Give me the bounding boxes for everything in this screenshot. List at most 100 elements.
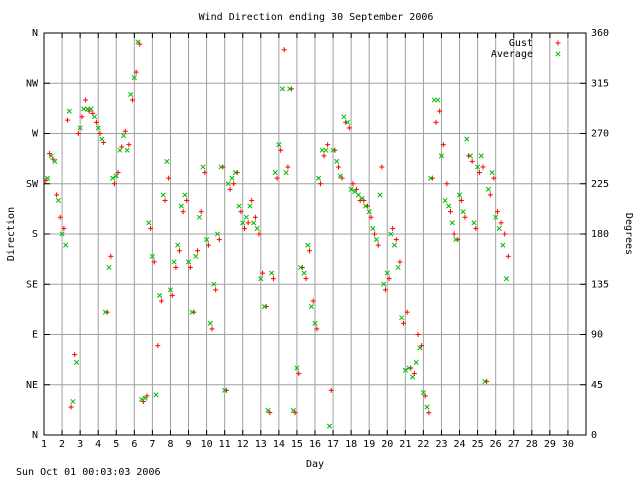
average-point xyxy=(456,192,463,198)
average-point xyxy=(290,407,296,413)
x-tick-label: 8 xyxy=(167,439,173,450)
x-tick-label: 28 xyxy=(526,439,538,450)
x-tick-label: 6 xyxy=(131,439,137,450)
x-tick-label: 18 xyxy=(345,439,357,450)
legend-label-gust: Gust xyxy=(509,38,533,49)
x-tick-label: 30 xyxy=(562,439,574,450)
average-point xyxy=(225,181,231,187)
average-point xyxy=(435,97,441,103)
average-point xyxy=(355,192,361,198)
average-point xyxy=(344,119,351,125)
average-point xyxy=(449,220,455,226)
average-point xyxy=(279,86,286,92)
x-tick-label: 4 xyxy=(95,439,101,450)
average-point xyxy=(417,345,423,351)
average-point xyxy=(323,147,329,153)
average-point xyxy=(464,136,470,142)
x-tick-label: 21 xyxy=(399,439,411,450)
average-point xyxy=(146,220,152,226)
average-point xyxy=(106,264,112,271)
average-point xyxy=(102,309,108,315)
average-point xyxy=(446,203,452,209)
average-point xyxy=(341,114,347,120)
ticks xyxy=(43,32,586,436)
average-point xyxy=(399,315,405,321)
average-point xyxy=(555,51,561,57)
right-tick-label: 225 xyxy=(591,179,609,190)
x-axis-label: Day xyxy=(306,459,324,470)
average-point xyxy=(373,237,379,243)
right-tick-label: 270 xyxy=(591,129,609,140)
average-point xyxy=(428,175,434,181)
average-point xyxy=(370,225,376,231)
right-tick-label: 360 xyxy=(591,28,609,39)
x-tick-label: 24 xyxy=(454,439,466,450)
average-point xyxy=(251,220,257,226)
average-point xyxy=(272,170,278,176)
average-point xyxy=(95,125,101,131)
average-point xyxy=(77,125,83,131)
average-point xyxy=(503,276,510,282)
average-point xyxy=(478,153,484,159)
average-point xyxy=(70,398,76,405)
average-point xyxy=(312,320,318,326)
average-point xyxy=(73,359,80,365)
average-point xyxy=(193,253,199,259)
average-point xyxy=(240,220,246,226)
left-tick-label: NW xyxy=(26,78,39,89)
average-point xyxy=(131,75,137,81)
average-point xyxy=(283,170,289,176)
average-point xyxy=(326,423,333,429)
average-series xyxy=(45,39,510,429)
average-point xyxy=(214,231,220,237)
average-point xyxy=(153,392,159,398)
average-point xyxy=(485,186,491,192)
x-tick-label: 15 xyxy=(291,439,303,450)
average-point xyxy=(236,203,242,209)
y-axis-label-right: Degrees xyxy=(623,213,634,255)
average-point xyxy=(381,281,387,287)
average-point xyxy=(48,153,54,159)
average-point xyxy=(164,158,170,164)
average-point xyxy=(247,203,253,209)
right-axis-labels: 0 45 90 135 180 225 270 315 360 xyxy=(591,28,609,441)
average-point xyxy=(413,359,419,365)
average-point xyxy=(157,292,163,298)
left-axis-labels: N NE E SE S SW W NW N xyxy=(26,28,39,441)
average-point xyxy=(207,320,213,326)
left-tick-label: W xyxy=(32,129,39,140)
average-point xyxy=(297,264,304,271)
right-tick-label: 315 xyxy=(591,78,609,89)
average-point xyxy=(196,214,202,220)
average-point xyxy=(222,387,228,393)
average-point xyxy=(442,197,448,204)
average-point xyxy=(348,186,354,192)
right-tick-label: 180 xyxy=(591,229,609,240)
average-point xyxy=(453,237,459,243)
x-tick-label: 23 xyxy=(435,439,447,450)
x-tick-label: 13 xyxy=(255,439,267,450)
average-point xyxy=(467,153,473,159)
average-point xyxy=(99,136,105,142)
left-tick-label: N xyxy=(32,430,38,441)
average-point xyxy=(269,270,275,276)
average-point xyxy=(424,404,430,410)
average-point xyxy=(366,209,372,215)
average-point xyxy=(66,108,72,114)
average-point xyxy=(167,287,174,293)
right-tick-label: 45 xyxy=(591,380,603,391)
average-point xyxy=(287,86,293,92)
average-point xyxy=(265,407,271,413)
x-tick-label: 20 xyxy=(381,439,393,450)
left-tick-label: SE xyxy=(26,279,38,290)
average-point xyxy=(142,395,148,401)
average-point xyxy=(55,197,62,204)
average-point xyxy=(149,253,155,259)
average-point xyxy=(493,214,499,220)
legend-label-average: Average xyxy=(491,49,533,60)
average-point xyxy=(276,142,282,148)
average-point xyxy=(261,304,267,310)
average-point xyxy=(113,173,119,179)
right-tick-label: 0 xyxy=(591,430,597,441)
